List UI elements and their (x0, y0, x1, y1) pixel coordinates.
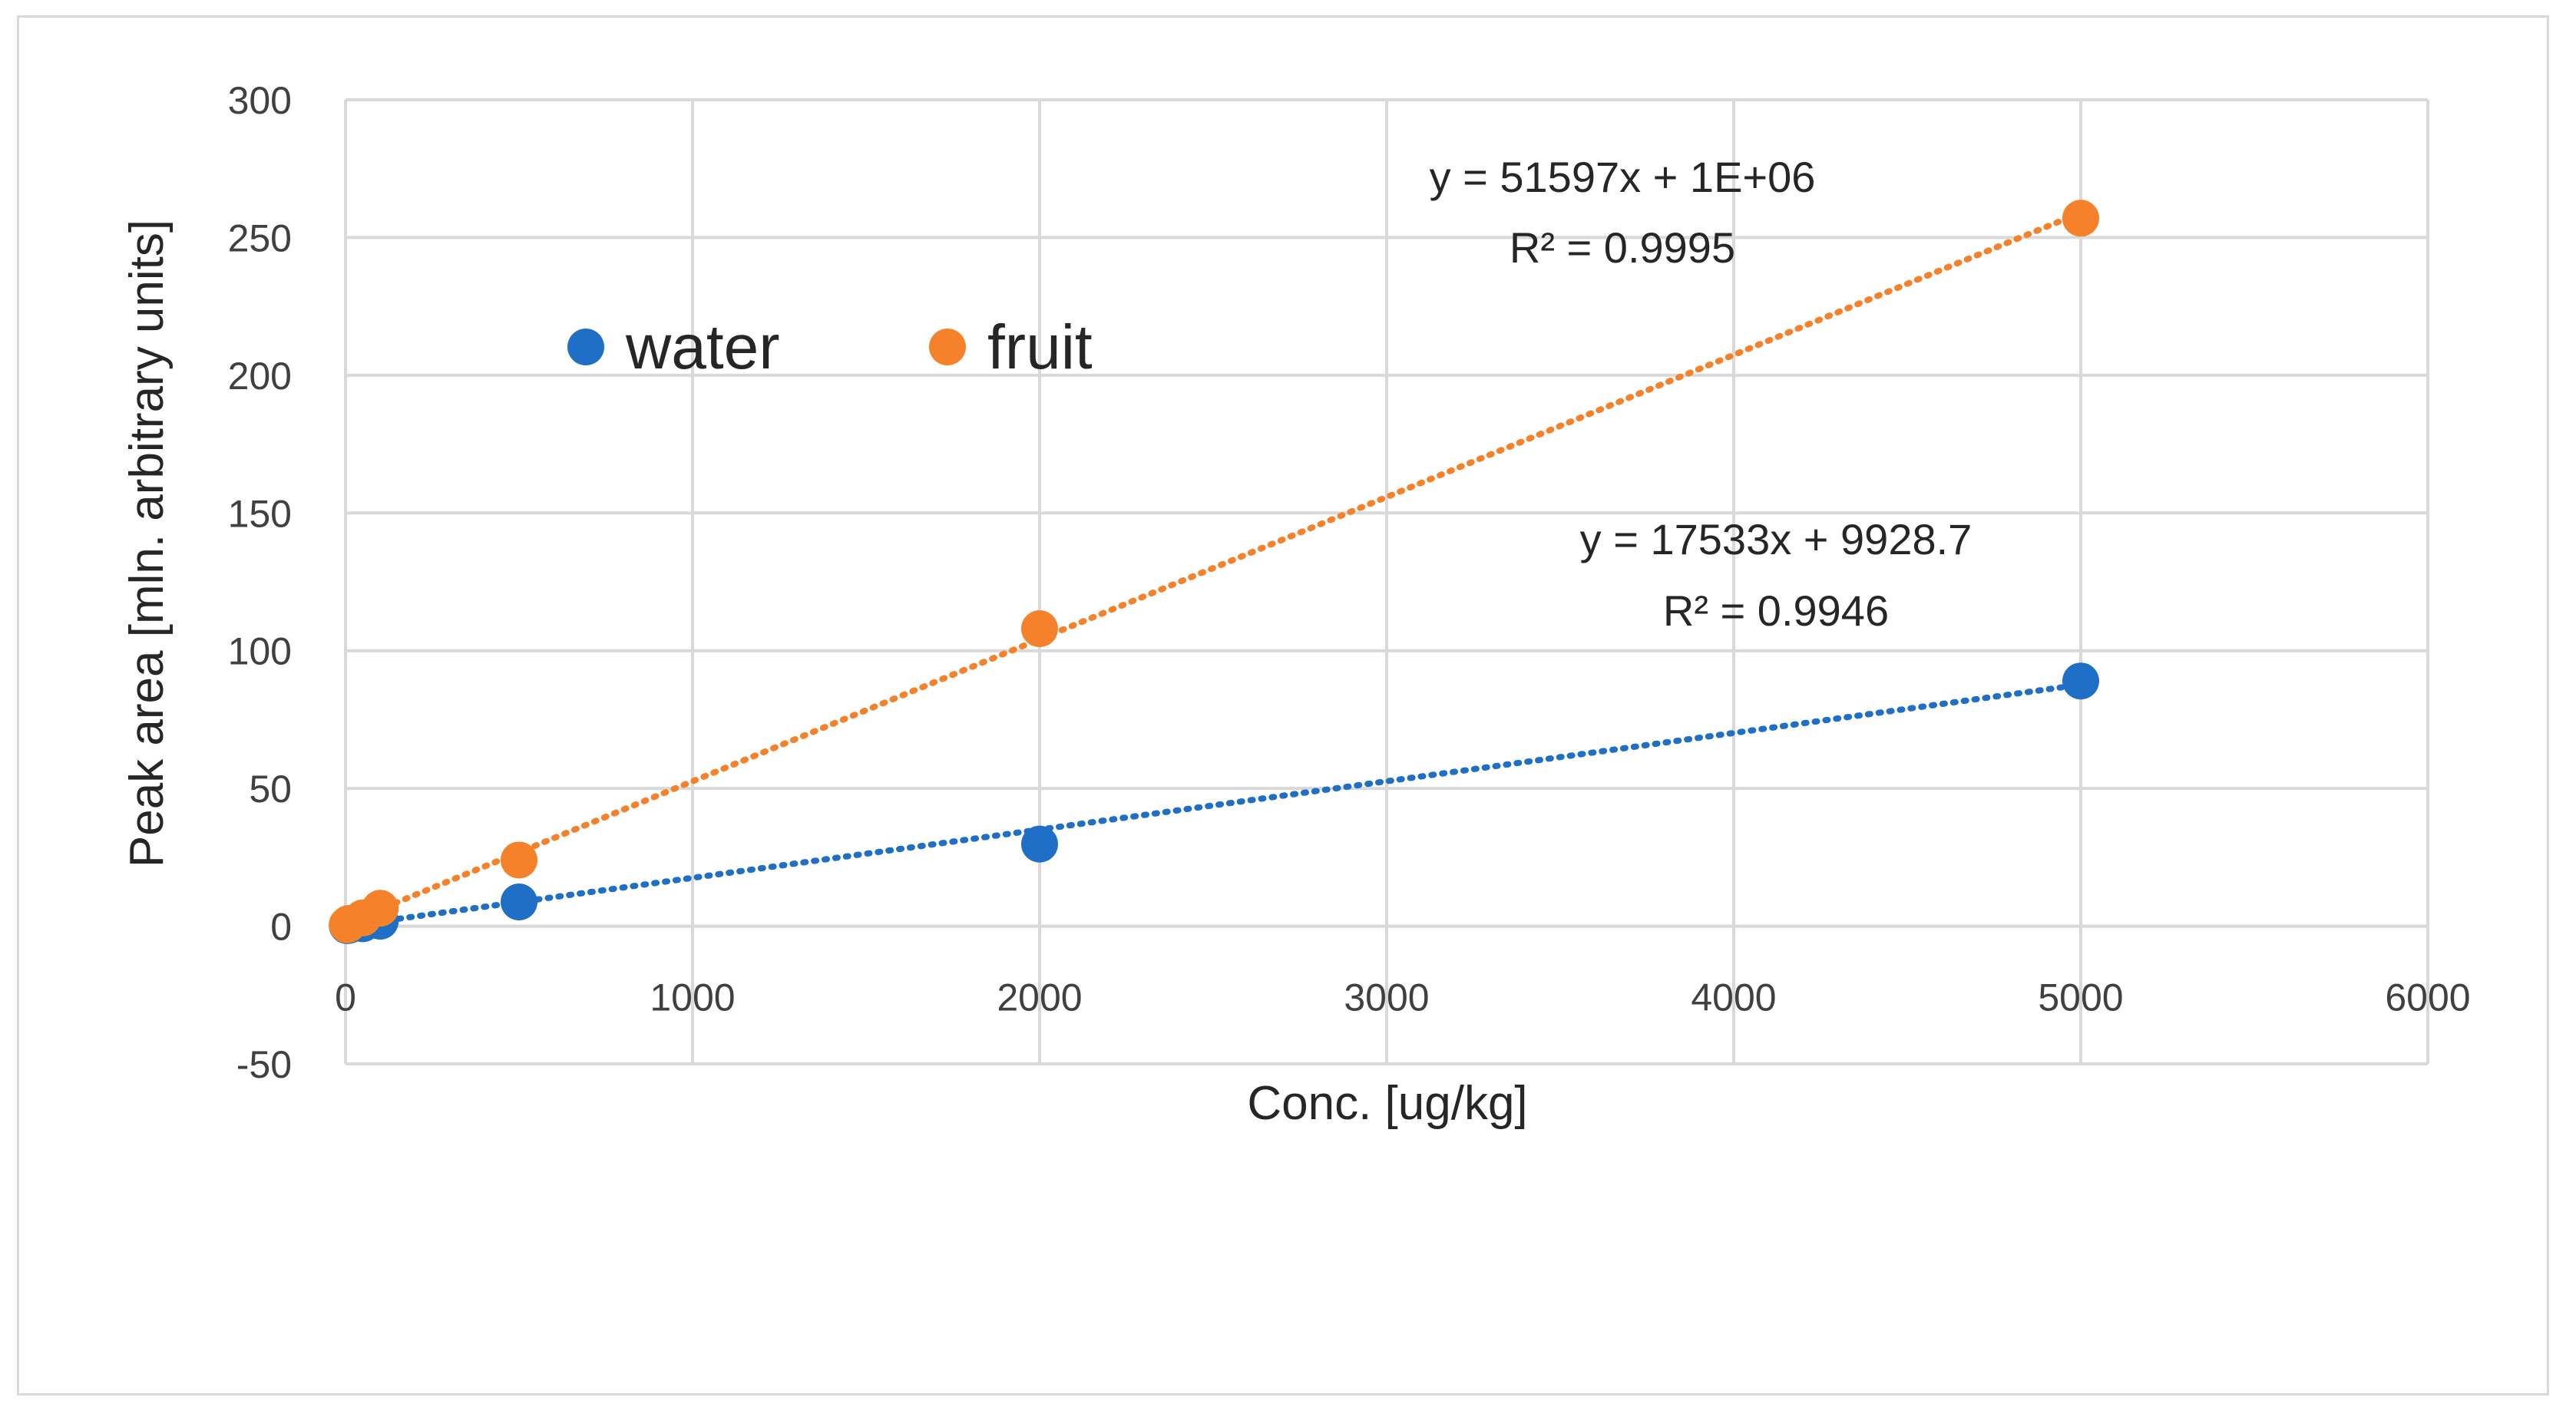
x-axis-title: Conc. [ug/kg] (1247, 1077, 1527, 1130)
x-tick-label: 5000 (2038, 976, 2123, 1019)
y-axis-title: Peak area [mln. arbitrary units] (121, 220, 174, 867)
fruit-data-point (501, 841, 537, 879)
fruit-r2-label: R² = 0.9995 (1510, 223, 1735, 272)
tick-label-layer: 0 1000 2000 3000 4000 5000 6000 -50 0 50 100 150 200… (228, 79, 2471, 1086)
y-tick-label: 0 (270, 906, 292, 949)
x-tick-label: 1000 (650, 976, 735, 1019)
fruit-trendline (342, 210, 2084, 926)
legend-label-water: water (625, 312, 780, 382)
data-point-layer (329, 200, 2099, 944)
x-tick-label: 2000 (997, 976, 1082, 1019)
x-tick-label: 6000 (2385, 976, 2470, 1019)
y-tick-label: 150 (228, 492, 292, 535)
chart-frame (17, 15, 2549, 1396)
legend-marker-water (567, 329, 604, 365)
water-r2-label: R² = 0.9946 (1663, 586, 1889, 635)
y-tick-label: 200 (228, 355, 292, 398)
y-tick-label: 250 (228, 216, 292, 259)
y-tick-label: 300 (228, 79, 292, 122)
x-tick-label: 3000 (1344, 976, 1429, 1019)
fruit-data-point (362, 890, 399, 927)
x-tick-label: 4000 (1691, 976, 1776, 1019)
water-equation-label: y = 17533x + 9928.7 (1580, 515, 1973, 563)
water-data-point (2062, 662, 2099, 700)
y-tick-label: -50 (236, 1043, 292, 1086)
trendline-layer (342, 210, 2084, 930)
y-tick-label: 100 (228, 630, 292, 673)
water-trendline (342, 681, 2084, 930)
fruit-equation-label: y = 51597x + 1E+06 (1430, 153, 1816, 201)
water-data-point (1021, 825, 1058, 863)
fruit-data-point (2062, 200, 2099, 237)
fruit-data-point (1021, 610, 1058, 648)
x-tick-label: 0 (335, 976, 356, 1019)
grid-layer (344, 98, 2429, 1065)
y-tick-label: 50 (249, 768, 292, 811)
water-data-point (501, 883, 537, 920)
legend: water fruit (567, 312, 1093, 382)
legend-label-fruit: fruit (987, 312, 1093, 382)
legend-marker-fruit (929, 329, 966, 365)
